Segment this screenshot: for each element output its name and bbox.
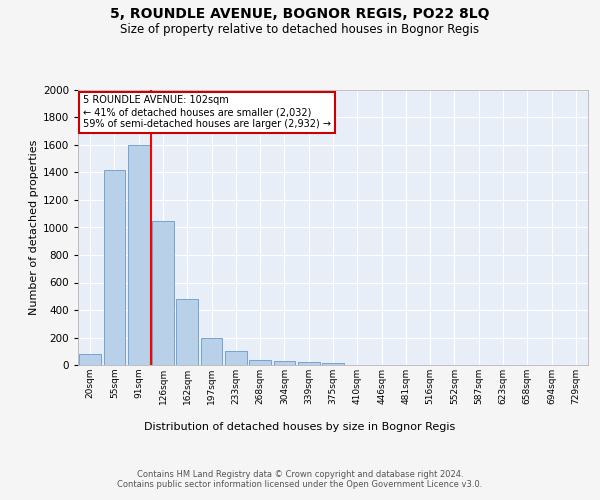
- Text: Size of property relative to detached houses in Bognor Regis: Size of property relative to detached ho…: [121, 22, 479, 36]
- Bar: [128, 145, 149, 365]
- Bar: [298, 362, 320, 365]
- Bar: [152, 220, 174, 365]
- Bar: [274, 361, 295, 365]
- Bar: [249, 360, 271, 365]
- Bar: [200, 338, 223, 365]
- Bar: [322, 363, 344, 365]
- Text: Contains HM Land Registry data © Crown copyright and database right 2024.
Contai: Contains HM Land Registry data © Crown c…: [118, 470, 482, 490]
- Text: Distribution of detached houses by size in Bognor Regis: Distribution of detached houses by size …: [145, 422, 455, 432]
- Text: 5, ROUNDLE AVENUE, BOGNOR REGIS, PO22 8LQ: 5, ROUNDLE AVENUE, BOGNOR REGIS, PO22 8L…: [110, 8, 490, 22]
- Bar: [176, 299, 198, 365]
- Text: 5 ROUNDLE AVENUE: 102sqm
← 41% of detached houses are smaller (2,032)
59% of sem: 5 ROUNDLE AVENUE: 102sqm ← 41% of detach…: [83, 96, 331, 128]
- Bar: [104, 170, 125, 365]
- Y-axis label: Number of detached properties: Number of detached properties: [29, 140, 38, 315]
- Bar: [225, 350, 247, 365]
- Bar: [79, 354, 101, 365]
